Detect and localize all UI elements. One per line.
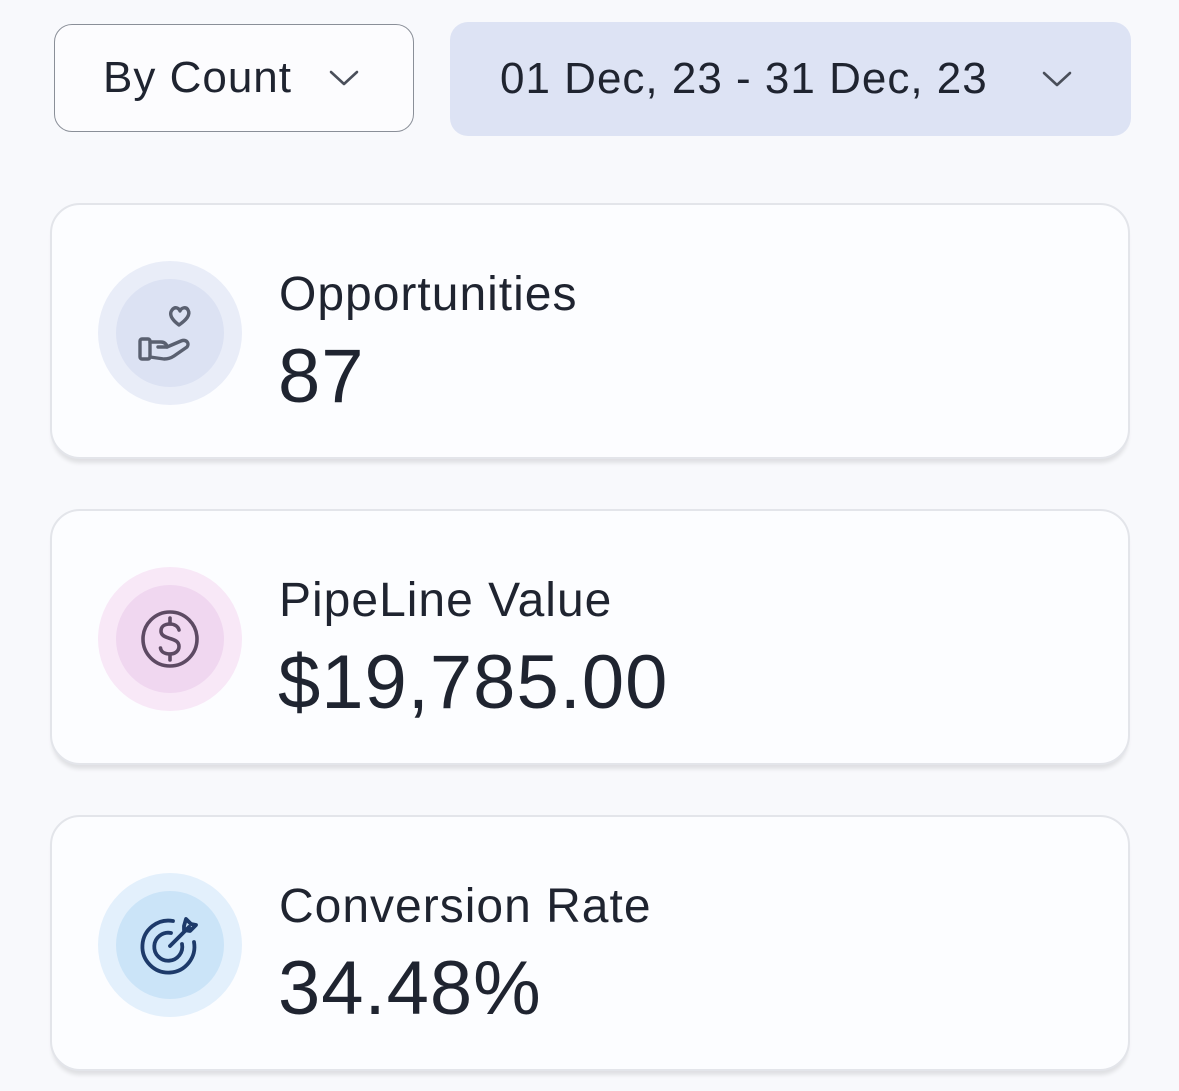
count-mode-dropdown[interactable]: By Count: [54, 24, 414, 132]
conversion-icon-badge: [98, 873, 242, 1017]
chevron-down-icon: [1042, 71, 1072, 87]
conversion-rate-title: Conversion Rate: [279, 880, 652, 933]
pipeline-value-title: PipeLine Value: [279, 574, 613, 627]
filter-bar: By Count 01 Dec, 23 - 31 Dec, 23: [54, 22, 1131, 136]
conversion-rate-card[interactable]: Conversion Rate 34.48%: [50, 815, 1130, 1071]
chevron-down-icon: [329, 70, 359, 86]
opportunities-value: 87: [278, 334, 365, 419]
conversion-rate-value: 34.48%: [278, 946, 542, 1031]
opportunities-title: Opportunities: [279, 268, 578, 321]
opportunities-icon-badge: [98, 261, 242, 405]
pipeline-value-amount: $19,785.00: [278, 640, 669, 725]
opportunities-card[interactable]: Opportunities 87: [50, 203, 1130, 459]
target-arrow-icon: [140, 917, 198, 975]
count-mode-label: By Count: [103, 53, 292, 102]
hand-heart-icon: [138, 306, 191, 361]
date-range-dropdown[interactable]: 01 Dec, 23 - 31 Dec, 23: [450, 22, 1131, 136]
date-range-label: 01 Dec, 23 - 31 Dec, 23: [500, 54, 988, 103]
dollar-circle-icon: [141, 610, 199, 668]
pipeline-value-card[interactable]: PipeLine Value $19,785.00: [50, 509, 1130, 765]
pipeline-icon-badge: [98, 567, 242, 711]
